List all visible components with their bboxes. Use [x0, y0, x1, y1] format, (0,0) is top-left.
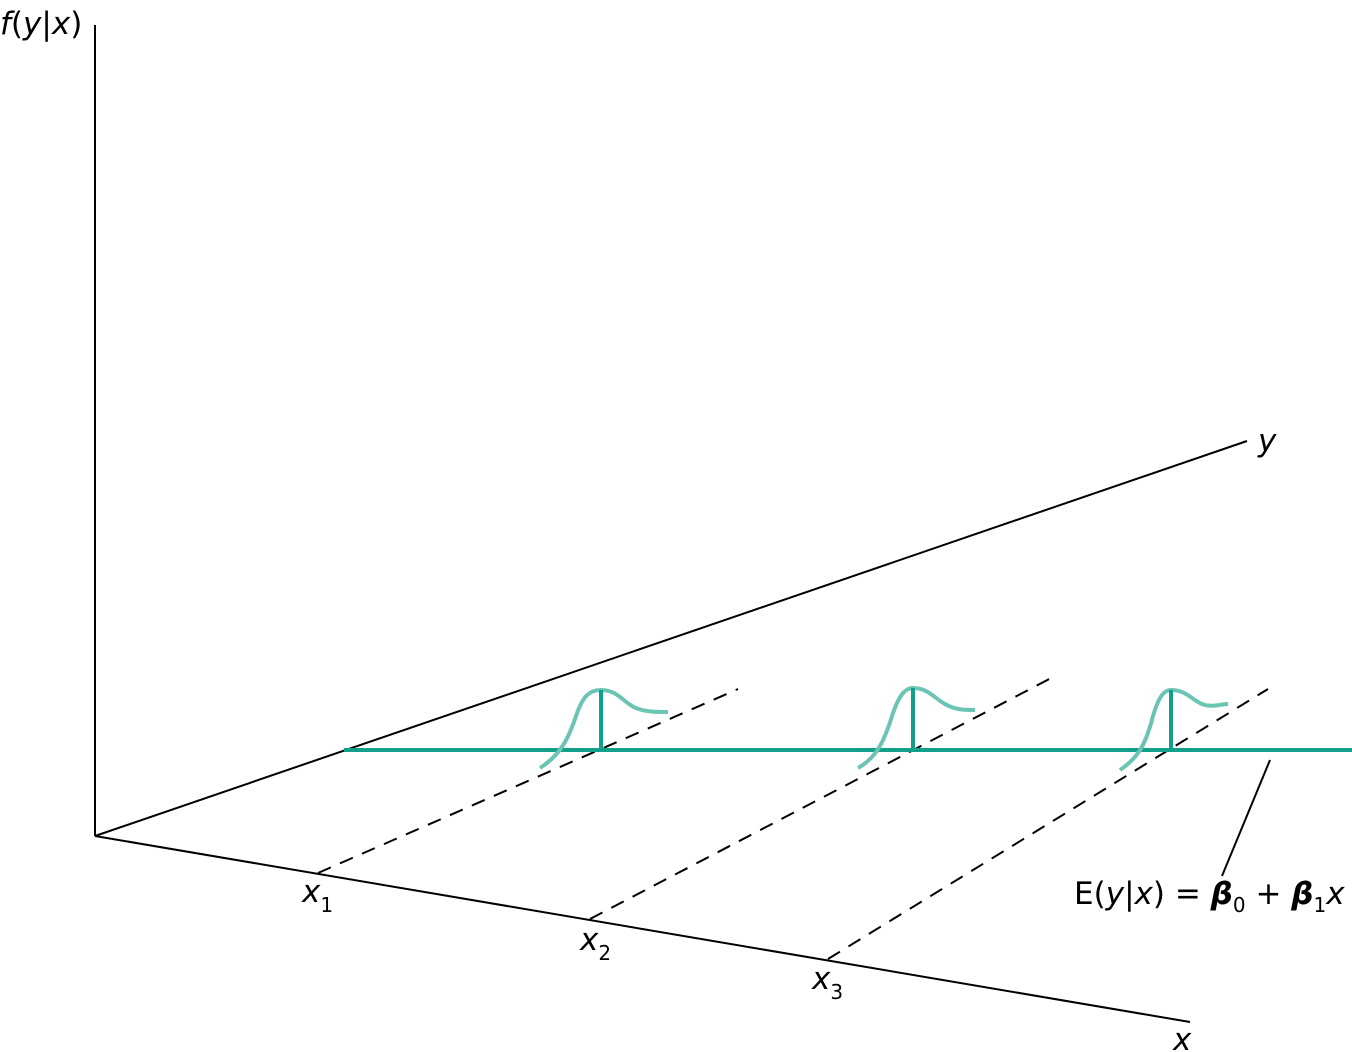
equation-y: y	[1105, 876, 1125, 912]
equation-open: (	[1094, 876, 1106, 912]
equation-x: x	[1134, 876, 1154, 912]
horizontal-axis	[94, 835, 1191, 1023]
equation-plus: +	[1246, 876, 1292, 912]
equation-close: )	[1153, 876, 1165, 912]
equation-bar: |	[1124, 876, 1134, 912]
vertical-axis-label: f(y|x)	[0, 6, 82, 42]
horizontal-axis-label: x	[1172, 1022, 1192, 1052]
tick-label-x2-main: x	[579, 922, 599, 958]
equation-eq: =	[1165, 876, 1211, 912]
density-curve-1	[538, 687, 669, 770]
tick-label-x2: x2	[579, 922, 611, 965]
tick-label-x3: x3	[811, 961, 843, 1004]
tick-label-x3-sub: 3	[830, 980, 843, 1004]
equation-beta0: β	[1210, 876, 1233, 912]
density-curve-3-path	[1118, 687, 1229, 772]
depth-axis-label: y	[1257, 423, 1277, 459]
tick-label-x1-sub: 1	[320, 893, 333, 917]
vertical-axis-label-y: y	[22, 6, 42, 42]
tick-label-x1-main: x	[301, 874, 321, 910]
density-curve-3	[1118, 687, 1229, 772]
tick-label-x2-sub: 2	[598, 941, 611, 965]
dashed-line-x1	[317, 688, 739, 874]
equation-x-term: x	[1325, 876, 1345, 912]
vertical-axis-label-x: x	[51, 6, 71, 42]
dashed-line-x3	[827, 688, 1269, 960]
vertical-axis-label-close: )	[70, 6, 82, 42]
vertical-axis-label-bar: |	[41, 6, 51, 42]
equation-beta1: β	[1290, 876, 1313, 912]
dashed-line-x2	[589, 675, 1056, 920]
regression-equation: E(y|x) = β0 + β1x	[1074, 876, 1345, 917]
vertical-axis-label-open: (	[11, 6, 23, 42]
tick-label-x1: x1	[301, 874, 333, 917]
equation-beta0-sub: 0	[1233, 893, 1246, 917]
tick-label-x3-main: x	[811, 961, 831, 997]
density-curve-2	[856, 685, 976, 770]
depth-axis	[94, 440, 1248, 837]
equation-E: E	[1074, 876, 1094, 912]
equation-beta1-sub: 1	[1314, 893, 1327, 917]
equation-leader-line	[1221, 759, 1271, 877]
